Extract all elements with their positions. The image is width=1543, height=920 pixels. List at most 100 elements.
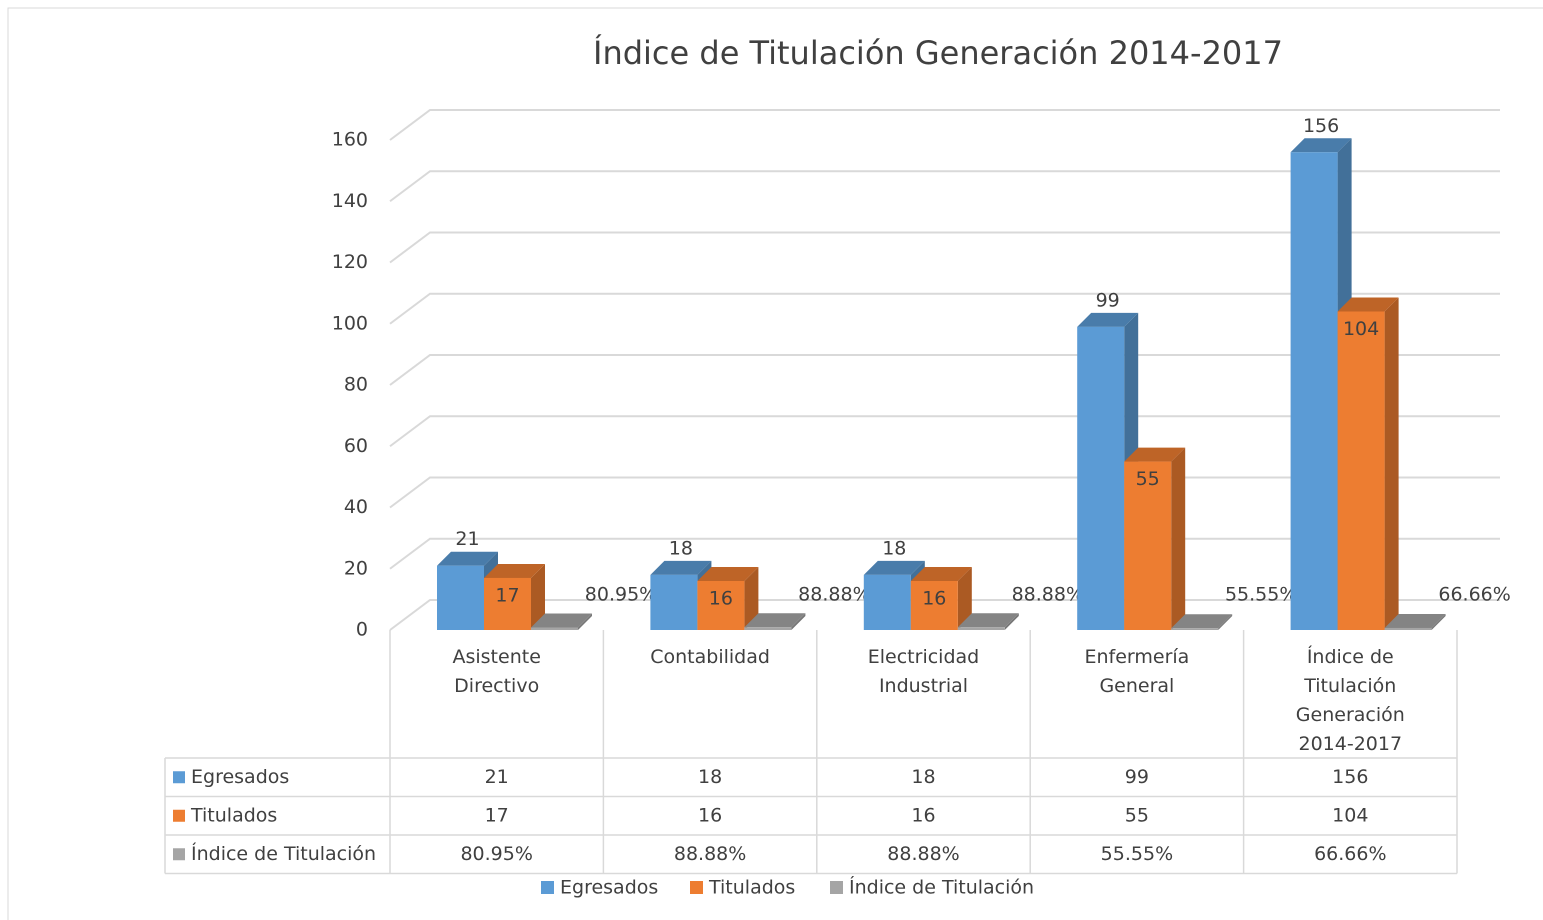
grid-line	[389, 292, 1500, 325]
legend-key	[690, 881, 703, 894]
data-label: 55.55%	[1225, 584, 1297, 606]
table-row-label: Índice de Titulación	[191, 842, 376, 865]
table-legend-key	[173, 809, 185, 822]
grid-line	[389, 109, 1500, 141]
bar-side	[1218, 614, 1233, 630]
table-legend-key	[173, 848, 185, 861]
bar	[1384, 627, 1432, 630]
bar-top	[437, 551, 498, 566]
data-label: 88.88%	[1012, 584, 1084, 606]
y-tick-label: 80	[344, 374, 368, 396]
bar	[957, 627, 1005, 630]
grid-line	[389, 231, 1500, 264]
data-label: 66.66%	[1438, 584, 1510, 606]
bar-top	[910, 567, 972, 581]
bar-side	[1431, 613, 1446, 630]
data-label: 99	[1096, 289, 1120, 311]
bar	[744, 627, 792, 630]
bar-top	[744, 613, 806, 628]
grid-line	[389, 415, 1500, 448]
bar	[1077, 326, 1125, 630]
x-tick-label: Índice de Titulación Generación 2014-201…	[1295, 646, 1405, 755]
data-label: 18	[669, 537, 693, 559]
y-tick-label: 140	[332, 190, 368, 212]
bar-top	[650, 560, 712, 575]
legend-key	[830, 881, 843, 894]
bar-top	[957, 613, 1019, 628]
bar	[437, 565, 484, 630]
data-label: 55	[1136, 468, 1160, 490]
y-tick-label: 0	[356, 619, 368, 641]
y-tick-label: 100	[332, 312, 368, 334]
bar	[1337, 311, 1385, 630]
table-cell: 104	[1332, 804, 1368, 826]
bar	[910, 581, 958, 630]
y-tick-label: 20	[344, 557, 368, 579]
bar	[1124, 461, 1172, 630]
data-label: 156	[1303, 115, 1339, 137]
bar-side	[1384, 297, 1399, 630]
x-tick-label: Enfermería General	[1084, 646, 1190, 697]
bar	[484, 577, 531, 630]
table-cell: 55.55%	[1101, 843, 1173, 865]
table-cell: 156	[1332, 766, 1368, 788]
y-tick-label: 160	[332, 129, 368, 151]
bar-top	[1124, 447, 1186, 462]
table-cell: 88.88%	[887, 843, 959, 865]
bar-top	[531, 613, 592, 628]
bar-top	[1290, 138, 1352, 153]
chart-border	[7, 7, 1543, 920]
table-cell: 99	[1125, 766, 1149, 788]
data-label: 16	[922, 588, 946, 610]
bar-side	[744, 567, 759, 630]
data-label: 80.95%	[585, 584, 657, 606]
bar-side	[957, 567, 972, 630]
data-label: 16	[709, 588, 733, 610]
x-tick-label: Asistente Directivo	[452, 646, 541, 697]
bar-top	[1337, 297, 1399, 312]
table-cell: 55	[1125, 804, 1149, 826]
y-tick-label: 120	[332, 251, 368, 273]
chart-title: Índice de Titulación Generación 2014-201…	[593, 34, 1283, 72]
bar	[650, 574, 698, 630]
bar-top	[697, 567, 759, 581]
y-tick-label: 40	[344, 496, 368, 518]
data-label: 104	[1343, 318, 1379, 340]
data-label: 88.88%	[798, 584, 870, 606]
bar-top	[484, 563, 545, 578]
bar	[531, 627, 578, 630]
table-cell: 66.66%	[1314, 843, 1386, 865]
bar	[1290, 152, 1338, 630]
bar-top	[1077, 312, 1139, 327]
grid-line	[389, 354, 1500, 386]
table-cell: 80.95%	[460, 843, 532, 865]
x-tick-label: Electricidad Industrial	[867, 646, 980, 697]
table-row-label: Egresados	[191, 766, 289, 788]
table-cell: 16	[698, 804, 722, 826]
legend-label: Titulados	[708, 877, 795, 899]
bar	[697, 581, 745, 630]
table-cell: 88.88%	[674, 843, 746, 865]
table-cell: 17	[485, 804, 509, 826]
table-row-label: Titulados	[190, 804, 277, 826]
table-cell: 16	[911, 804, 935, 826]
table-cell: 18	[698, 766, 722, 788]
table-cell: 21	[485, 766, 509, 788]
data-label: 21	[455, 528, 479, 550]
legend-key	[541, 881, 554, 894]
bar-top	[1384, 613, 1446, 628]
table-cell: 18	[911, 766, 935, 788]
bar-top	[1171, 614, 1233, 629]
data-label: 18	[882, 537, 906, 559]
table-legend-key	[173, 771, 185, 784]
bar-top	[863, 560, 925, 575]
x-tick-label: Contabilidad	[650, 646, 770, 668]
bar-side	[1171, 447, 1186, 630]
legend-label: Índice de Titulación	[849, 876, 1034, 899]
bar-side	[531, 563, 545, 630]
bar-side	[1004, 613, 1019, 630]
bar	[863, 574, 911, 630]
bar-side	[578, 613, 592, 630]
bar-side	[791, 613, 806, 630]
